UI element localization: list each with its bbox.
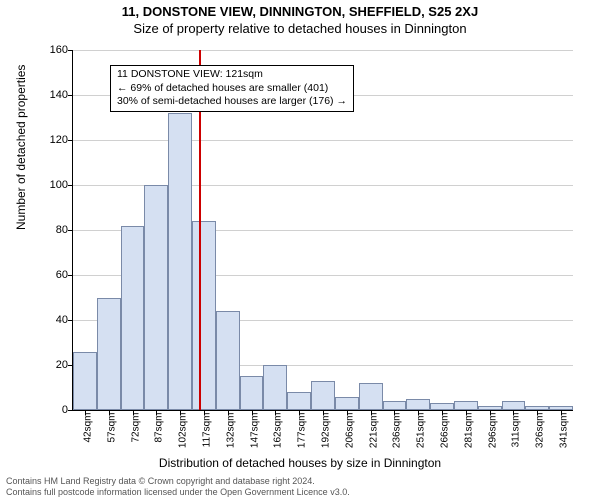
histogram-bar [144,185,168,410]
histogram-bar [263,365,287,410]
histogram-bar [216,311,240,410]
histogram-bar [454,401,478,410]
ytick-mark [68,185,73,186]
gridline [73,50,573,51]
xtick-label: 221sqm [368,413,379,463]
ytick-label: 0 [38,404,68,416]
ytick-mark [68,275,73,276]
ytick-mark [68,50,73,51]
ytick-mark [68,410,73,411]
histogram-bar [406,399,430,410]
ytick-label: 60 [38,269,68,281]
xtick-label: 87sqm [154,413,165,463]
xtick-label: 192sqm [321,413,332,463]
chart-title-sub: Size of property relative to detached ho… [0,19,600,36]
xtick-label: 147sqm [249,413,260,463]
ytick-label: 20 [38,359,68,371]
xtick-label: 42sqm [82,413,93,463]
xtick-label: 102sqm [178,413,189,463]
xtick-label: 326sqm [535,413,546,463]
annotation-box: 11 DONSTONE VIEW: 121sqm ← 69% of detach… [110,65,354,112]
histogram-bar [97,298,121,411]
ytick-label: 140 [38,89,68,101]
ytick-label: 80 [38,224,68,236]
y-axis-label: Number of detached properties [14,65,28,230]
x-axis-label: Distribution of detached houses by size … [0,456,600,470]
xtick-label: 251sqm [416,413,427,463]
histogram-bar [73,352,97,411]
histogram-bar [121,226,145,411]
gridline [73,140,573,141]
histogram-bar [168,113,192,410]
xtick-label: 162sqm [273,413,284,463]
histogram-bar [359,383,383,410]
xtick-label: 177sqm [297,413,308,463]
xtick-label: 281sqm [463,413,474,463]
ytick-label: 40 [38,314,68,326]
xtick-label: 236sqm [392,413,403,463]
histogram-bar [311,381,335,410]
histogram-bar [287,392,311,410]
xtick-label: 311sqm [511,413,522,463]
chart-area: 02040608010012014016042sqm57sqm72sqm87sq… [72,50,572,410]
histogram-bar [383,401,407,410]
xtick-label: 266sqm [440,413,451,463]
annotation-line1: 11 DONSTONE VIEW: 121sqm [117,68,347,82]
xtick-label: 206sqm [344,413,355,463]
footer-attribution: Contains HM Land Registry data © Crown c… [6,476,350,498]
xtick-label: 72sqm [130,413,141,463]
ytick-mark [68,140,73,141]
xtick-label: 117sqm [201,413,212,463]
ytick-label: 120 [38,134,68,146]
xtick-label: 341sqm [559,413,570,463]
chart-title-main: 11, DONSTONE VIEW, DINNINGTON, SHEFFIELD… [0,0,600,19]
histogram-bar [240,376,264,410]
histogram-bar [335,397,359,411]
histogram-bar [192,221,216,410]
ytick-mark [68,230,73,231]
annotation-line2: ← 69% of detached houses are smaller (40… [117,82,347,96]
ytick-label: 100 [38,179,68,191]
xtick-label: 132sqm [225,413,236,463]
ytick-mark [68,95,73,96]
histogram-bar [502,401,526,410]
ytick-mark [68,320,73,321]
annotation-line3: 30% of semi-detached houses are larger (… [117,95,347,109]
xtick-label: 57sqm [106,413,117,463]
histogram-bar [430,403,454,410]
footer-line2: Contains full postcode information licen… [6,487,350,498]
ytick-label: 160 [38,44,68,56]
footer-line1: Contains HM Land Registry data © Crown c… [6,476,350,487]
xtick-label: 296sqm [487,413,498,463]
